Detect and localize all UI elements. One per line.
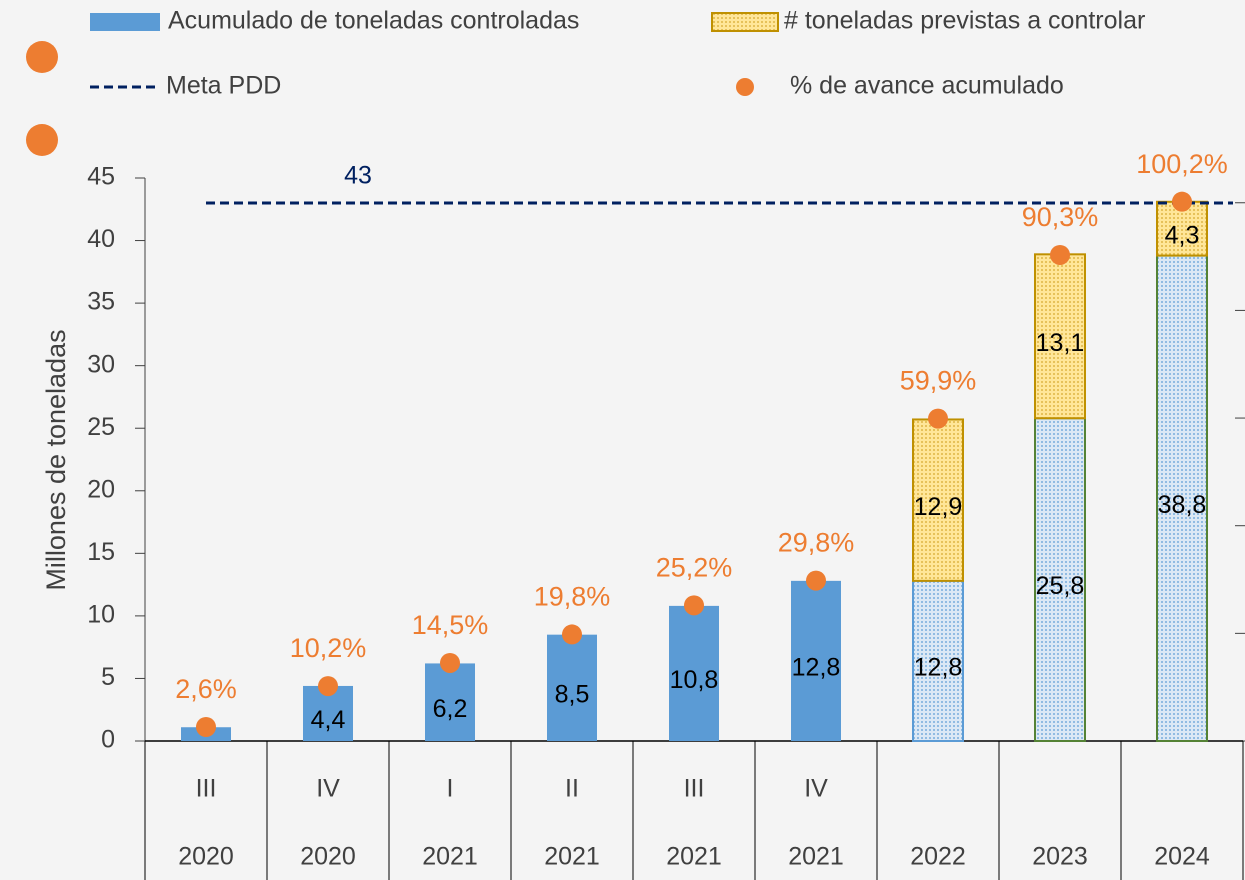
y-tick-label: 5 xyxy=(101,663,115,691)
x-group-label: 2021 xyxy=(422,843,478,871)
x-group-label: 2021 xyxy=(666,843,722,871)
bar-value-label: 12,8 xyxy=(914,654,963,682)
bar-value-label: 4,3 xyxy=(1165,221,1200,249)
target-label: 43 xyxy=(344,162,372,190)
bar-value-label: 38,8 xyxy=(1158,491,1207,519)
legend-label: % de avance acumulado xyxy=(790,72,1064,100)
x-tick-label: III xyxy=(196,775,217,803)
x-tick-label: IV xyxy=(804,775,828,803)
bar-value-label: 4,4 xyxy=(311,706,346,734)
x-group-label: 2021 xyxy=(544,843,600,871)
x-group-label: 2020 xyxy=(300,843,356,871)
x-tick-label: IV xyxy=(316,775,340,803)
point-value-label: 25,2% xyxy=(656,552,733,582)
bar-value-label: 25,8 xyxy=(1036,572,1085,600)
point xyxy=(1050,244,1070,265)
y-axis-label: Millones de toneladas xyxy=(41,329,71,590)
y-tick-label: 30 xyxy=(87,350,115,378)
point-value-label: 100,2% xyxy=(1136,149,1228,179)
point xyxy=(684,595,704,616)
bar xyxy=(1034,253,1086,420)
x-group-label: 2022 xyxy=(910,843,966,871)
bar xyxy=(791,580,841,741)
legend-swatch xyxy=(90,13,160,31)
point-value-label: 29,8% xyxy=(778,528,855,558)
bar xyxy=(547,634,597,741)
legend-label: Meta PDD xyxy=(166,72,281,100)
point-value-label: 59,9% xyxy=(900,366,977,396)
y-tick-label: 15 xyxy=(87,538,115,566)
bar-value-label: 10,8 xyxy=(670,666,719,694)
x-group-label: 2024 xyxy=(1154,843,1210,871)
x-tick-label: III xyxy=(684,775,705,803)
point xyxy=(806,570,826,591)
point-value-label: 10,2% xyxy=(290,633,367,663)
bar xyxy=(912,418,964,582)
decor-dot xyxy=(26,41,58,73)
bar xyxy=(1156,254,1208,743)
y-tick-label: 25 xyxy=(87,413,115,441)
legend-swatch xyxy=(711,12,779,32)
y-tick-label: 0 xyxy=(101,726,115,754)
bar-value-label: 12,9 xyxy=(914,493,963,521)
bar-value-label: 6,2 xyxy=(433,695,468,723)
x-group-label: 2021 xyxy=(788,843,844,871)
point xyxy=(318,676,338,697)
legend-label: Acumulado de toneladas controladas xyxy=(168,7,579,35)
y-tick-label: 35 xyxy=(87,288,115,316)
point xyxy=(928,408,948,429)
bar-value-label: 13,1 xyxy=(1036,329,1085,357)
bar-value-label: 8,5 xyxy=(555,680,590,708)
point xyxy=(562,624,582,645)
x-group-label: 2020 xyxy=(178,843,234,871)
y-tick-label: 10 xyxy=(87,600,115,628)
point-value-label: 90,3% xyxy=(1022,202,1099,232)
legend-label: # toneladas previstas a controlar xyxy=(784,7,1145,35)
x-tick-label: II xyxy=(565,775,579,803)
y-tick-label: 45 xyxy=(87,163,115,191)
y-tick-label: 40 xyxy=(87,225,115,253)
point xyxy=(1172,191,1192,212)
point-value-label: 19,8% xyxy=(534,582,611,612)
x-tick-label: I xyxy=(447,775,454,803)
bar xyxy=(1034,417,1086,742)
point xyxy=(196,717,216,738)
legend-swatch xyxy=(736,78,754,96)
point xyxy=(440,652,460,673)
x-group-label: 2023 xyxy=(1032,843,1088,871)
bar-value-label: 12,8 xyxy=(792,654,841,682)
decor-dot xyxy=(26,124,58,156)
point-value-label: 14,5% xyxy=(412,610,489,640)
point-value-label: 2,6% xyxy=(175,674,237,704)
bar xyxy=(669,605,719,741)
y-tick-label: 20 xyxy=(87,475,115,503)
bar xyxy=(425,663,475,741)
